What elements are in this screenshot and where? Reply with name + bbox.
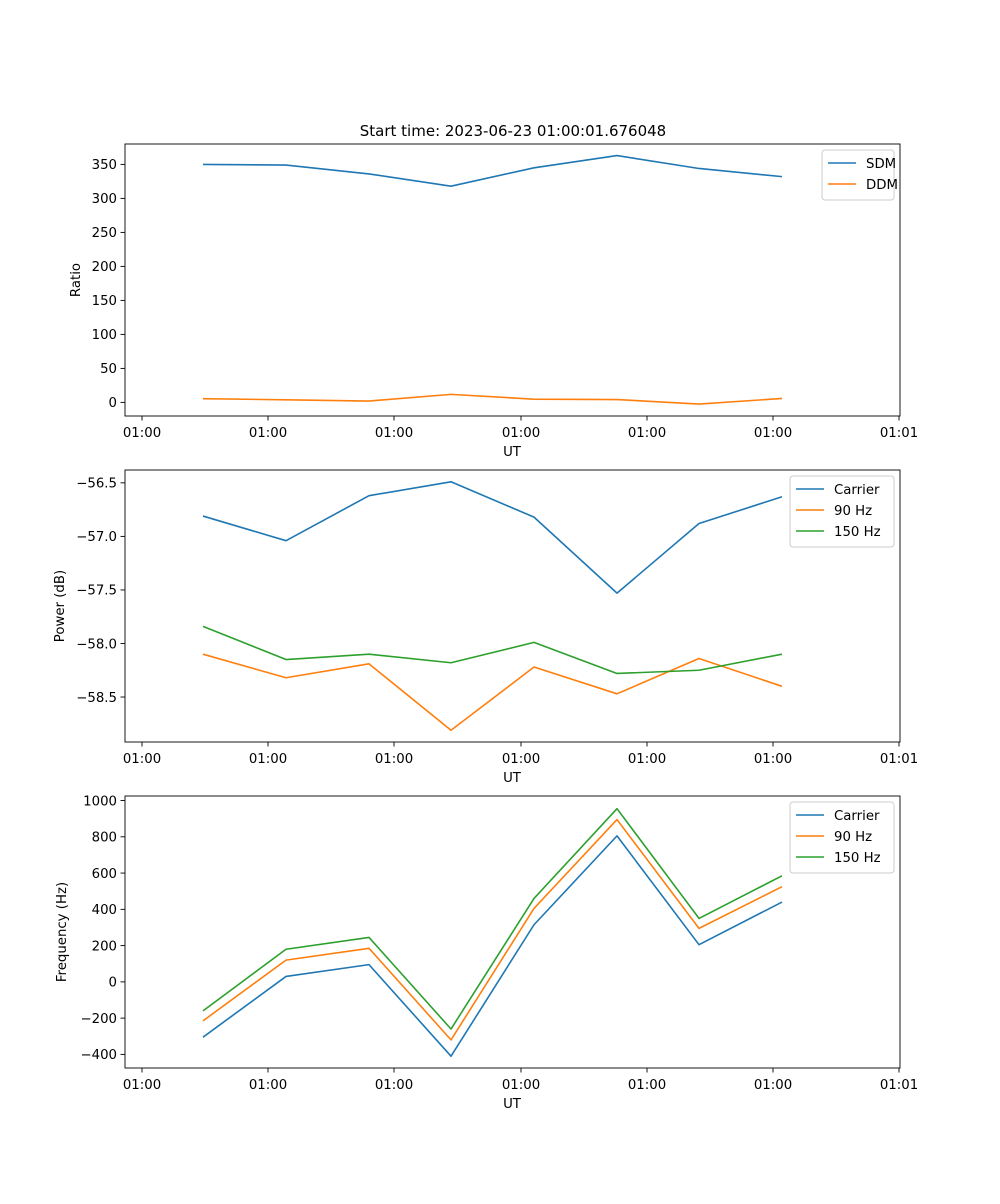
legend-box <box>789 801 895 874</box>
y-tick-label: 600 <box>92 867 117 882</box>
x-tick-label: 01:00 <box>628 752 666 767</box>
series-line-90-hz <box>202 818 783 1041</box>
y-tick-label: 300 <box>92 192 117 207</box>
x-axis-label: UT <box>503 445 522 460</box>
legend-label: Carrier <box>834 483 880 498</box>
y-tick-label: 1000 <box>83 794 117 809</box>
x-tick-label: 01:00 <box>249 1078 287 1093</box>
x-tick-label: 01:01 <box>880 752 918 767</box>
x-tick-label: 01:00 <box>754 1078 792 1093</box>
chart-panel-2: 01:00 01:00 01:00 01:00 01:00 01:00 01:01 −58.5… <box>53 469 918 786</box>
legend: Carrier 90 Hz 150 Hz <box>789 475 895 548</box>
x-tick-label: 01:00 <box>249 426 287 441</box>
series-line-90-hz <box>202 653 783 732</box>
x-tick-label: 01:01 <box>880 1078 918 1093</box>
y-tick-label: 800 <box>92 831 117 846</box>
legend-label: 150 Hz <box>834 525 881 540</box>
x-tick-label: 01:00 <box>375 752 413 767</box>
x-tick-label: 01:00 <box>249 752 287 767</box>
legend-label: DDM <box>866 178 898 193</box>
y-axis-label: Power (dB) <box>53 570 68 642</box>
series-line-sdm <box>202 154 783 187</box>
y-tick-label: 350 <box>92 158 117 173</box>
x-tick-label: 01:00 <box>754 752 792 767</box>
legend-label: 150 Hz <box>834 851 881 866</box>
legend: Carrier 90 Hz 150 Hz <box>789 801 895 874</box>
y-tick-label: 250 <box>92 226 117 241</box>
legend-label: Carrier <box>834 809 880 824</box>
y-tick-label: −200 <box>80 1012 117 1027</box>
axes-frame <box>124 469 901 743</box>
axes-frame <box>124 143 901 417</box>
y-tick-label: 400 <box>92 903 117 918</box>
series-line-carrier <box>202 835 783 1058</box>
y-tick-label: 200 <box>92 260 117 275</box>
x-tick-label: 01:00 <box>123 752 161 767</box>
y-tick-label: 150 <box>92 294 117 309</box>
x-axis-label: UT <box>503 771 522 786</box>
legend-label: 90 Hz <box>834 830 872 845</box>
y-tick-label: 0 <box>109 976 117 991</box>
chart-panel-3: 01:00 01:00 01:00 01:00 01:00 01:00 01:01 −400 −… <box>55 794 918 1112</box>
legend-label: 90 Hz <box>834 504 872 519</box>
y-tick-label: 0 <box>109 396 117 411</box>
y-tick-label: −58.0 <box>76 637 117 652</box>
x-tick-label: 01:00 <box>123 426 161 441</box>
series-line-ddm <box>202 393 783 405</box>
x-tick-label: 01:00 <box>502 1078 540 1093</box>
chart-panel-1: 01:00 01:00 01:00 01:00 01:00 01:00 01:01 0 50 10… <box>69 143 918 460</box>
y-tick-label: 50 <box>100 362 117 377</box>
legend-box <box>789 475 895 548</box>
x-axis-label: UT <box>503 1097 522 1112</box>
y-tick-label: 200 <box>92 939 117 954</box>
y-tick-label: 100 <box>92 328 117 343</box>
y-tick-label: −57.0 <box>76 530 117 545</box>
y-axis-label: Frequency (Hz) <box>55 882 70 982</box>
x-tick-label: 01:00 <box>754 426 792 441</box>
legend-label: SDM <box>866 157 896 172</box>
x-tick-label: 01:00 <box>502 426 540 441</box>
y-tick-label: −57.5 <box>76 584 117 599</box>
y-tick-label: −400 <box>80 1048 117 1063</box>
chart-title: Start time: 2023-06-23 01:00:01.676048 <box>360 122 666 140</box>
x-tick-label: 01:00 <box>628 426 666 441</box>
x-tick-label: 01:00 <box>628 1078 666 1093</box>
x-tick-label: 01:00 <box>375 426 413 441</box>
axes-frame <box>124 795 901 1069</box>
x-tick-label: 01:00 <box>123 1078 161 1093</box>
y-axis-label: Ratio <box>69 263 84 297</box>
series-line-150-hz <box>202 625 783 675</box>
y-tick-label: −58.5 <box>76 691 117 706</box>
x-tick-label: 01:01 <box>880 426 918 441</box>
x-tick-label: 01:00 <box>502 752 540 767</box>
series-line-150-hz <box>202 807 783 1030</box>
legend: SDM DDM <box>821 149 898 201</box>
series-line-carrier <box>202 480 783 594</box>
x-tick-label: 01:00 <box>375 1078 413 1093</box>
y-tick-label: −56.5 <box>76 477 117 492</box>
